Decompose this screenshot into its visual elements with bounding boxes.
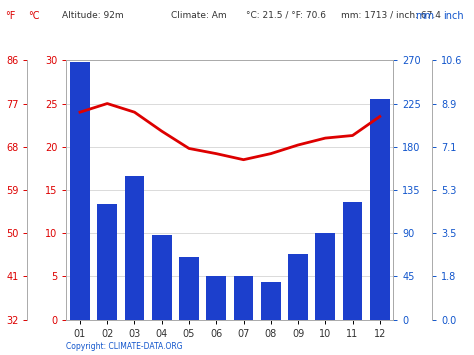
Bar bbox=[343, 202, 362, 320]
Text: Climate: Am: Climate: Am bbox=[171, 11, 226, 20]
Bar bbox=[207, 276, 226, 320]
Bar bbox=[125, 175, 144, 320]
Bar bbox=[98, 204, 117, 320]
Bar bbox=[234, 276, 253, 320]
Bar bbox=[152, 235, 172, 320]
Text: °C: °C bbox=[28, 11, 40, 21]
Bar bbox=[179, 257, 199, 320]
Text: °C: 21.5 / °F: 70.6: °C: 21.5 / °F: 70.6 bbox=[246, 11, 327, 20]
Bar bbox=[70, 62, 90, 320]
Bar bbox=[370, 99, 390, 320]
Text: °F: °F bbox=[5, 11, 15, 21]
Text: Altitude: 92m: Altitude: 92m bbox=[62, 11, 123, 20]
Bar bbox=[261, 282, 281, 320]
Text: inch: inch bbox=[443, 11, 464, 21]
Bar bbox=[288, 254, 308, 320]
Text: mm: 1713 / inch: 67.4: mm: 1713 / inch: 67.4 bbox=[341, 11, 441, 20]
Bar bbox=[316, 233, 335, 320]
Text: Copyright: CLIMATE-DATA.ORG: Copyright: CLIMATE-DATA.ORG bbox=[66, 343, 183, 351]
Text: mm: mm bbox=[415, 11, 434, 21]
